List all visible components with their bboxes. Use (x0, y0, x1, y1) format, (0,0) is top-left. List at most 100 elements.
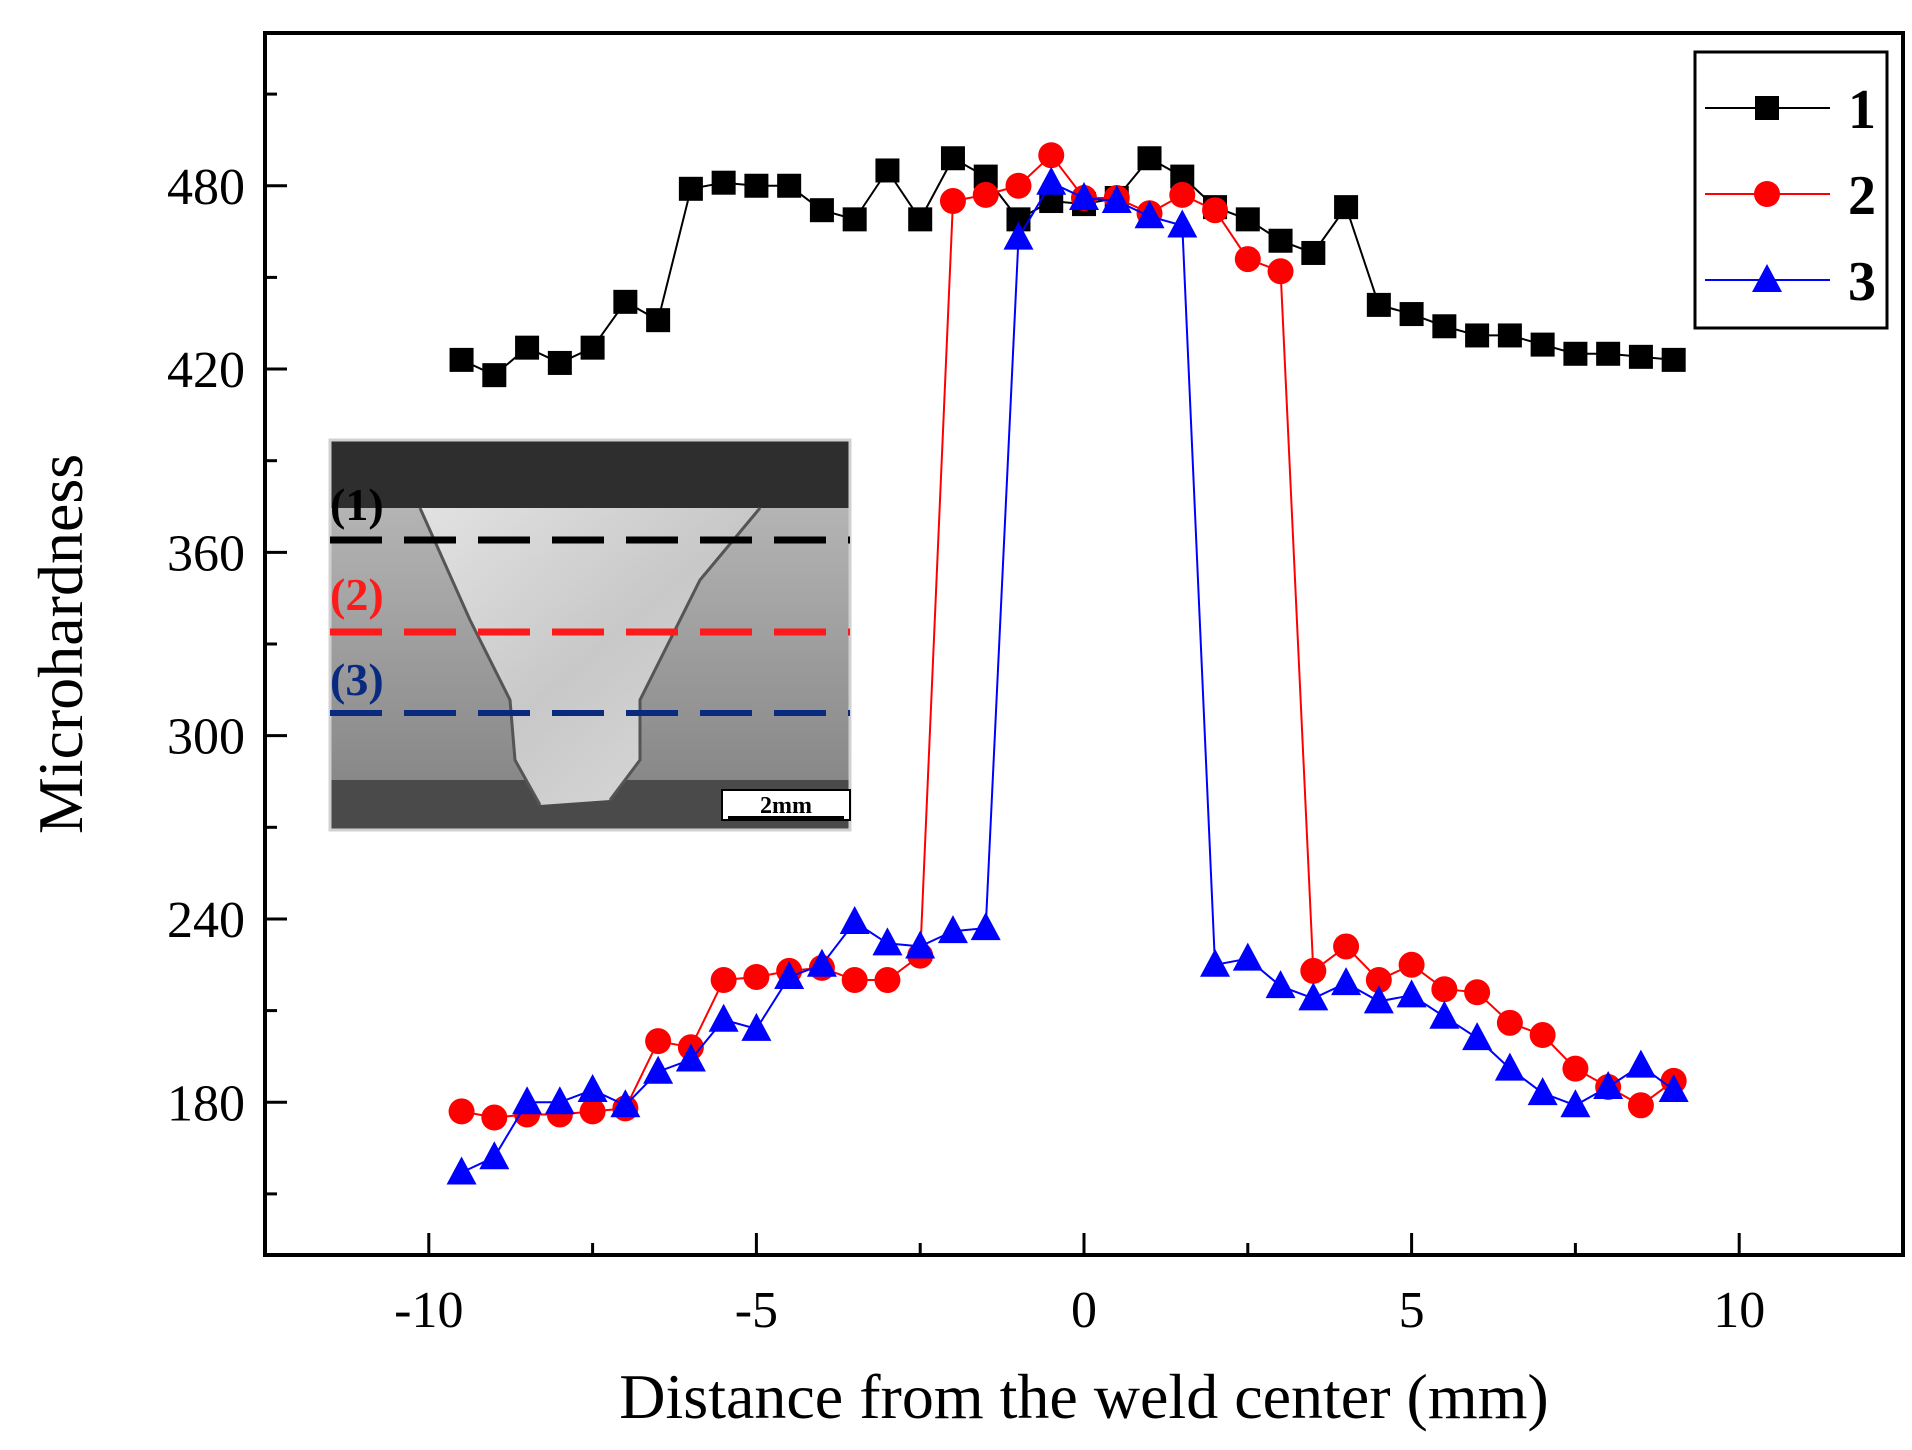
series-1-point (547, 350, 572, 375)
series-1-point (1334, 195, 1359, 220)
legend-marker-3 (1752, 264, 1782, 292)
series-3-point (1462, 1022, 1493, 1051)
series-1-point (940, 146, 965, 171)
series-2-point (841, 967, 868, 994)
x-tick-label: -5 (735, 1282, 778, 1339)
series-2-point (1627, 1092, 1654, 1119)
series-3-point (708, 1003, 739, 1032)
series-2-point (579, 1098, 606, 1125)
series-3-point (1101, 185, 1132, 214)
series-3-point (1134, 200, 1165, 229)
legend-label-1: 1 (1848, 79, 1876, 141)
series-1-point (1465, 323, 1490, 348)
series-3-point (1658, 1074, 1689, 1103)
series-3-point (1429, 1000, 1460, 1029)
series-3-point (741, 1012, 772, 1041)
series-3 (446, 166, 1689, 1185)
series-1-point (1596, 341, 1621, 366)
series-2-point (1300, 957, 1327, 984)
series-1-point (1563, 341, 1588, 366)
series-2-point (1267, 258, 1294, 285)
inset-bottom-dark (330, 780, 850, 830)
legend: 1 2 3 (1693, 50, 1889, 330)
series-2-point (1169, 181, 1196, 208)
series-1-point (515, 335, 540, 360)
legend-label-3: 3 (1848, 251, 1876, 313)
series-3-point (1003, 221, 1034, 250)
series-3-point (1363, 985, 1394, 1014)
series-3-point (1625, 1049, 1656, 1078)
scale-bar-label: 2mm (760, 793, 812, 819)
series-1-point (613, 289, 638, 314)
series-2-point (645, 1028, 672, 1055)
series-1-point (678, 176, 703, 201)
series-1-point (777, 173, 802, 198)
series-3-point (1232, 942, 1263, 971)
series-2-point (1431, 976, 1458, 1003)
series-1-point (482, 363, 507, 388)
series-1-point (646, 308, 671, 333)
series-2-point (1038, 142, 1065, 169)
series-2-point (1365, 967, 1392, 994)
series-2-point (1562, 1055, 1589, 1082)
series-3-point (446, 1156, 477, 1185)
series-1-point (1661, 347, 1686, 372)
series-2-point (1464, 979, 1491, 1006)
inset-top-dark-band (330, 440, 850, 508)
x-tick-label: 5 (1399, 1282, 1425, 1339)
series-3-point (1298, 982, 1329, 1011)
inset-weld-zone (420, 508, 760, 805)
inset-fusion-line-right (608, 507, 762, 801)
y-tick-label: 240 (167, 892, 245, 949)
y-tick-label: 300 (167, 709, 245, 766)
series-1-point (875, 158, 900, 183)
series-2-point (1398, 951, 1425, 978)
axis-ticks: -10 -5 0 5 10 180 240 300 360 420 480 (167, 92, 1765, 1339)
series-3-point (1494, 1052, 1525, 1081)
series-1-point (1301, 240, 1326, 265)
series-3-point (905, 930, 936, 959)
y-tick-label: 180 (167, 1075, 245, 1132)
scale-bar-box (721, 789, 851, 821)
series-3-point (1593, 1070, 1624, 1099)
series-1-point (744, 173, 769, 198)
series-1-point (1530, 332, 1555, 357)
x-tick-label: 0 (1071, 1282, 1097, 1339)
series-3-point (970, 912, 1001, 941)
legend-box (1693, 50, 1889, 330)
series-1-point (842, 207, 867, 232)
legend-marker-1 (1755, 96, 1779, 120)
series-3-point (1036, 166, 1067, 195)
series-2-point (1496, 1009, 1523, 1036)
series-3-point (1396, 979, 1427, 1008)
x-tick-label: 10 (1713, 1282, 1765, 1339)
y-tick-label: 480 (167, 159, 245, 216)
series-1-point (1432, 314, 1457, 339)
series-3-point (1167, 209, 1198, 238)
inset-label-2: (2) (330, 569, 384, 620)
series-1-point (449, 347, 474, 372)
y-tick-label: 360 (167, 525, 245, 582)
series-3-point (774, 960, 805, 989)
series-2-point (1333, 933, 1360, 960)
series-2-point (1234, 246, 1261, 273)
series-2-point (874, 967, 901, 994)
series-2-point (1005, 172, 1032, 199)
series-1-point (1268, 228, 1293, 253)
series-1-point (1497, 323, 1522, 348)
series-2-point (481, 1104, 508, 1131)
series-3-point (675, 1043, 706, 1072)
series-3-point (1331, 967, 1362, 996)
series-3-point (512, 1086, 543, 1115)
data-series (446, 142, 1689, 1185)
series-2-point (710, 967, 737, 994)
series-1-point (908, 207, 933, 232)
series-2-point (1202, 197, 1229, 224)
series-3-point (544, 1086, 575, 1115)
x-tick-label: -10 (394, 1282, 463, 1339)
y-tick-label: 420 (167, 342, 245, 399)
y-axis-label: Microhardness (25, 454, 96, 834)
series-3-point (610, 1089, 641, 1118)
series-3-point (937, 915, 968, 944)
series-3-point (479, 1141, 510, 1170)
